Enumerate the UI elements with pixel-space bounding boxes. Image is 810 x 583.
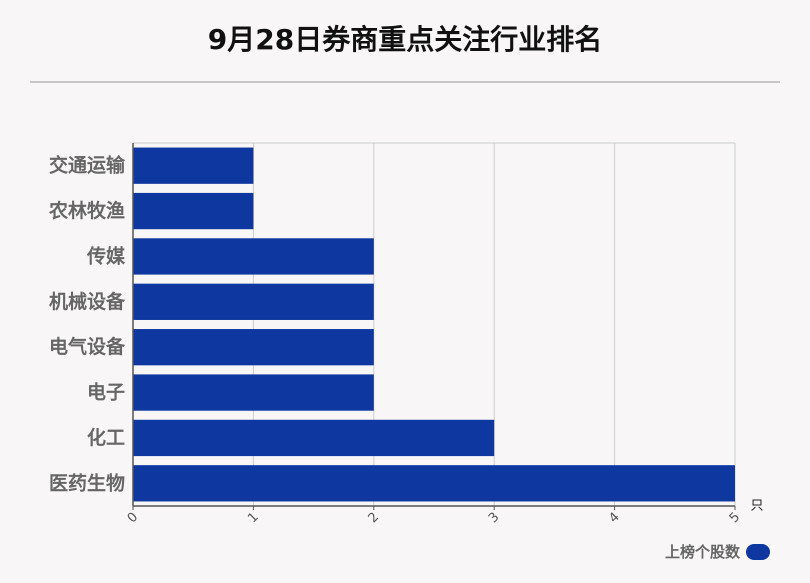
bars [133,147,735,502]
bar-5 [133,374,374,411]
legend-swatch [746,543,770,560]
x-tick-label: 0 [125,510,141,526]
title-divider [30,81,780,83]
bar-0 [133,147,254,184]
category-label: 电气设备 [49,335,126,358]
bar-6 [133,419,495,457]
bar-4 [133,329,374,366]
category-label: 化工 [87,426,125,449]
legend-label: 上榜个股数 [664,543,740,561]
x-axis-unit: 只 [750,499,763,514]
chart-title: 9月28日券商重点关注行业排名 [207,23,603,56]
x-tick-label: 4 [606,510,622,526]
category-label: 机械设备 [49,290,126,313]
x-tick-label: 1 [245,510,261,526]
bar-1 [133,192,254,230]
x-tick-label: 2 [366,510,382,526]
category-label: 交通运输 [49,154,126,177]
bar-7 [133,465,735,502]
legend: 上榜个股数 [665,541,770,562]
x-tick-label: 3 [486,510,502,526]
bar-2 [133,238,374,275]
category-label: 医药生物 [49,471,125,494]
category-label: 电子 [87,381,125,404]
bar-3 [133,283,374,320]
axes [132,143,736,510]
category-label: 农林牧渔 [48,199,125,222]
x-tick-label: 5 [727,510,743,526]
category-label: 传媒 [86,244,126,267]
